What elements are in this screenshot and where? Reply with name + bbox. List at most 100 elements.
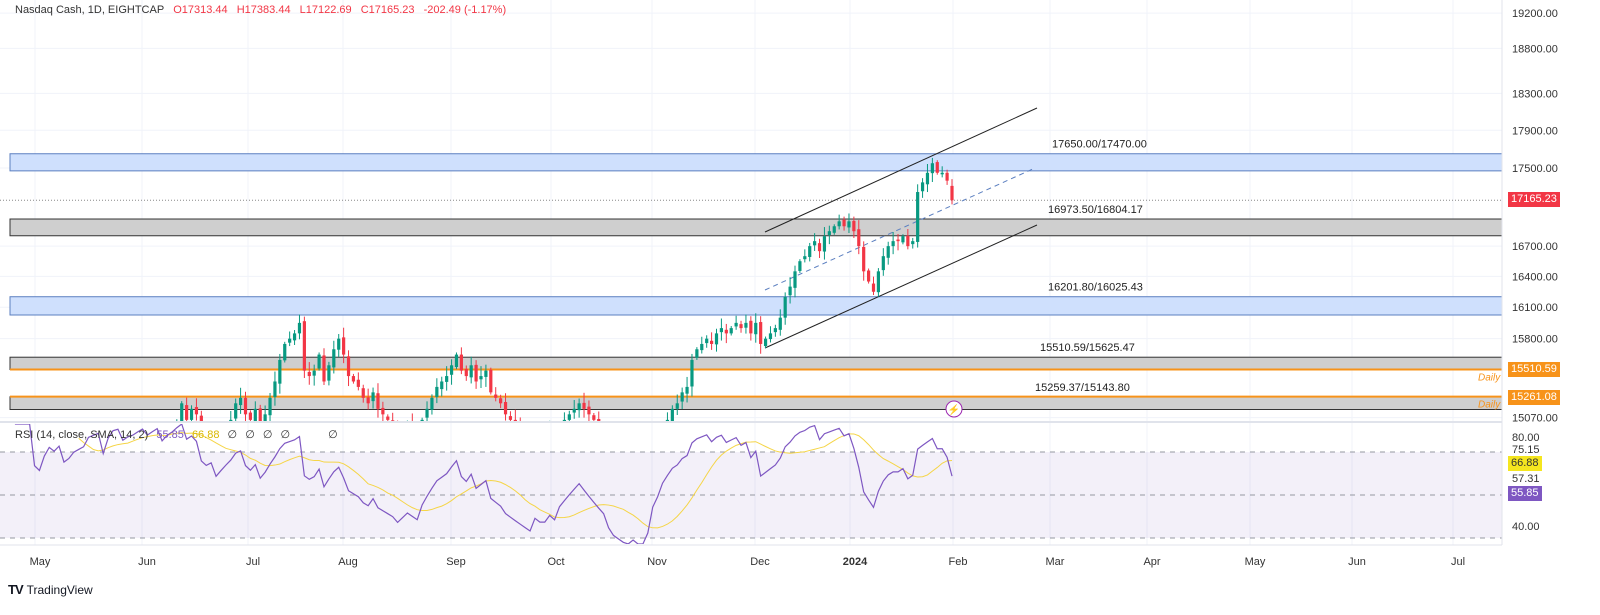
candle[interactable] xyxy=(950,179,954,205)
candle[interactable] xyxy=(484,364,488,387)
candle[interactable] xyxy=(332,340,336,374)
candle[interactable] xyxy=(920,178,925,198)
candle[interactable] xyxy=(911,237,915,249)
candle[interactable] xyxy=(685,376,689,403)
candle[interactable] xyxy=(916,184,920,248)
channel-upper-line[interactable] xyxy=(764,107,1038,233)
channel-mid-line[interactable] xyxy=(764,167,1036,291)
candle[interactable] xyxy=(238,387,243,414)
candle[interactable] xyxy=(248,410,253,421)
candle[interactable] xyxy=(479,366,483,389)
candle[interactable] xyxy=(420,417,424,421)
candle[interactable] xyxy=(754,313,758,343)
candle[interactable] xyxy=(739,320,743,333)
candle[interactable] xyxy=(577,398,581,418)
candle[interactable] xyxy=(798,259,802,273)
candle[interactable] xyxy=(194,398,199,421)
candle[interactable] xyxy=(935,160,939,175)
candle[interactable] xyxy=(793,265,797,298)
candle[interactable] xyxy=(940,166,944,178)
candle[interactable] xyxy=(592,413,596,421)
candle[interactable] xyxy=(891,232,895,255)
candle[interactable] xyxy=(229,411,233,421)
candle[interactable] xyxy=(435,378,439,404)
candle[interactable] xyxy=(430,394,434,415)
candle[interactable] xyxy=(847,213,851,233)
candle[interactable] xyxy=(862,241,866,281)
candle[interactable] xyxy=(788,277,792,304)
candle[interactable] xyxy=(263,405,267,421)
candle[interactable] xyxy=(469,356,473,384)
candle[interactable] xyxy=(459,347,463,375)
candle[interactable] xyxy=(906,229,910,250)
candle[interactable] xyxy=(454,352,459,370)
candle[interactable] xyxy=(896,233,900,251)
candle[interactable] xyxy=(709,332,714,350)
candle[interactable] xyxy=(768,326,773,343)
candle[interactable] xyxy=(381,401,385,421)
candle[interactable] xyxy=(288,331,292,347)
candle[interactable] xyxy=(464,365,468,381)
support-resistance-zone[interactable] xyxy=(9,396,1502,410)
candle[interactable] xyxy=(386,414,390,421)
candle[interactable] xyxy=(391,412,395,422)
candle[interactable] xyxy=(346,350,351,387)
candle[interactable] xyxy=(734,315,738,330)
candle[interactable] xyxy=(317,352,321,371)
candle[interactable] xyxy=(337,334,341,357)
candle[interactable] xyxy=(494,387,498,402)
candle[interactable] xyxy=(351,373,356,384)
candle[interactable] xyxy=(499,394,503,409)
candle[interactable] xyxy=(822,227,827,260)
candle[interactable] xyxy=(837,214,841,230)
candle[interactable] xyxy=(832,224,836,235)
support-resistance-zone[interactable] xyxy=(9,296,1502,316)
candle[interactable] xyxy=(562,412,567,421)
candle[interactable] xyxy=(597,411,601,421)
support-resistance-zone[interactable] xyxy=(9,356,1502,371)
candle[interactable] xyxy=(665,412,670,421)
candle[interactable] xyxy=(302,316,306,379)
candle[interactable] xyxy=(445,366,449,391)
candle[interactable] xyxy=(945,169,949,185)
tradingview-logo[interactable]: TV TradingView xyxy=(8,582,93,597)
channel-lower-line[interactable] xyxy=(764,224,1038,349)
candle[interactable] xyxy=(803,249,807,263)
support-resistance-zone[interactable] xyxy=(9,218,1502,237)
candle[interactable] xyxy=(199,410,203,421)
rsi-label[interactable]: RSI (14, close, SMA, 14, 2) xyxy=(15,429,149,441)
candle[interactable] xyxy=(474,360,478,389)
candle[interactable] xyxy=(489,367,493,395)
candle[interactable] xyxy=(675,394,679,415)
candle[interactable] xyxy=(258,404,262,421)
candle[interactable] xyxy=(886,241,890,265)
candle[interactable] xyxy=(572,400,576,419)
candle[interactable] xyxy=(371,387,375,409)
candle[interactable] xyxy=(724,323,728,344)
candle[interactable] xyxy=(871,276,876,296)
candle[interactable] xyxy=(705,335,709,348)
candle[interactable] xyxy=(366,388,370,410)
candle[interactable] xyxy=(503,393,508,421)
candle[interactable] xyxy=(827,225,831,245)
candle[interactable] xyxy=(783,292,787,325)
candle[interactable] xyxy=(700,336,704,354)
candle[interactable] xyxy=(440,376,444,397)
candle[interactable] xyxy=(690,353,694,397)
candle[interactable] xyxy=(356,372,360,391)
candle[interactable] xyxy=(842,216,846,231)
candle[interactable] xyxy=(425,401,429,421)
candle[interactable] xyxy=(243,391,248,421)
candle[interactable] xyxy=(508,411,513,421)
candle[interactable] xyxy=(253,401,257,421)
support-resistance-zone[interactable] xyxy=(9,153,1502,172)
candle[interactable] xyxy=(283,341,287,363)
candle[interactable] xyxy=(307,362,311,385)
candle[interactable] xyxy=(567,410,571,421)
candle[interactable] xyxy=(749,316,753,341)
candle[interactable] xyxy=(449,359,454,385)
candle[interactable] xyxy=(312,364,316,386)
candle[interactable] xyxy=(857,220,861,255)
candle[interactable] xyxy=(273,371,277,406)
candle[interactable] xyxy=(670,405,674,421)
